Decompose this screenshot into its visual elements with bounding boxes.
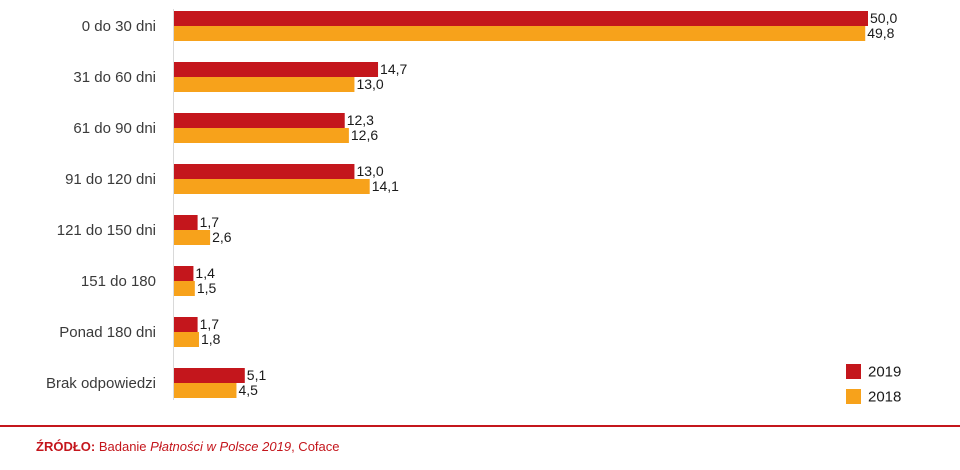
data-label-2018: 14,1 [372,178,399,194]
category-label: Brak odpowiedzi [46,375,156,392]
data-label-2019: 5,1 [247,367,267,383]
bar-2018 [174,128,349,143]
source-text-2: , Coface [291,439,340,454]
category-label: 91 do 120 dni [65,171,156,188]
data-label-2018: 1,8 [201,331,221,347]
category-label: 0 do 30 dni [82,18,156,35]
bar-2019 [174,164,355,179]
data-label-2018: 13,0 [356,76,383,92]
data-label-2018: 1,5 [197,280,217,296]
data-label-2018: 4,5 [238,382,258,398]
bar-2019 [174,266,194,281]
bar-2018 [174,26,866,41]
data-label-2019: 14,7 [380,61,407,77]
category-label: 121 do 150 dni [57,222,156,239]
bar-2019 [174,11,868,26]
legend-swatch-2019 [846,364,861,379]
bar-2018 [174,281,195,296]
data-label-2018: 2,6 [212,229,232,245]
bar-2018 [174,332,199,347]
bar-chart: 0 do 30 dni 50,049,831 do 60 dni 14,713,06… [46,9,901,405]
data-label-2019: 1,7 [200,316,220,332]
bar-2019 [174,368,245,383]
source-note: ŹRÓDŁO: Badanie Płatności w Polsce 2019,… [36,439,340,454]
legend-swatch-2018 [846,389,861,404]
bar-2018 [174,77,355,92]
bar-2018 [174,230,211,245]
source-text-1: Badanie [95,439,151,454]
data-label-2019: 13,0 [356,163,383,179]
bar-2019 [174,317,198,332]
data-label-2019: 50,0 [870,10,897,26]
source-label: ŹRÓDŁO: [36,439,96,454]
bar-2019 [174,113,345,128]
category-label: 151 do 180 [81,273,156,290]
bar-2019 [174,62,379,77]
legend-label-2019: 2019 [868,363,901,380]
data-label-2019: 1,4 [195,265,215,281]
data-label-2019: 12,3 [347,112,374,128]
source-italic-title: Płatności w Polsce 2019 [150,439,292,454]
bar-2019 [174,215,198,230]
category-label: Ponad 180 dni [59,324,156,341]
data-label-2018: 12,6 [351,127,378,143]
category-label: 31 do 60 dni [73,69,156,86]
bar-2018 [174,179,370,194]
footer-divider [0,425,960,427]
category-label: 61 do 90 dni [73,120,156,137]
data-label-2018: 49,8 [867,25,894,41]
data-label-2019: 1,7 [200,214,220,230]
bar-2018 [174,383,237,398]
legend-label-2018: 2018 [868,388,901,405]
